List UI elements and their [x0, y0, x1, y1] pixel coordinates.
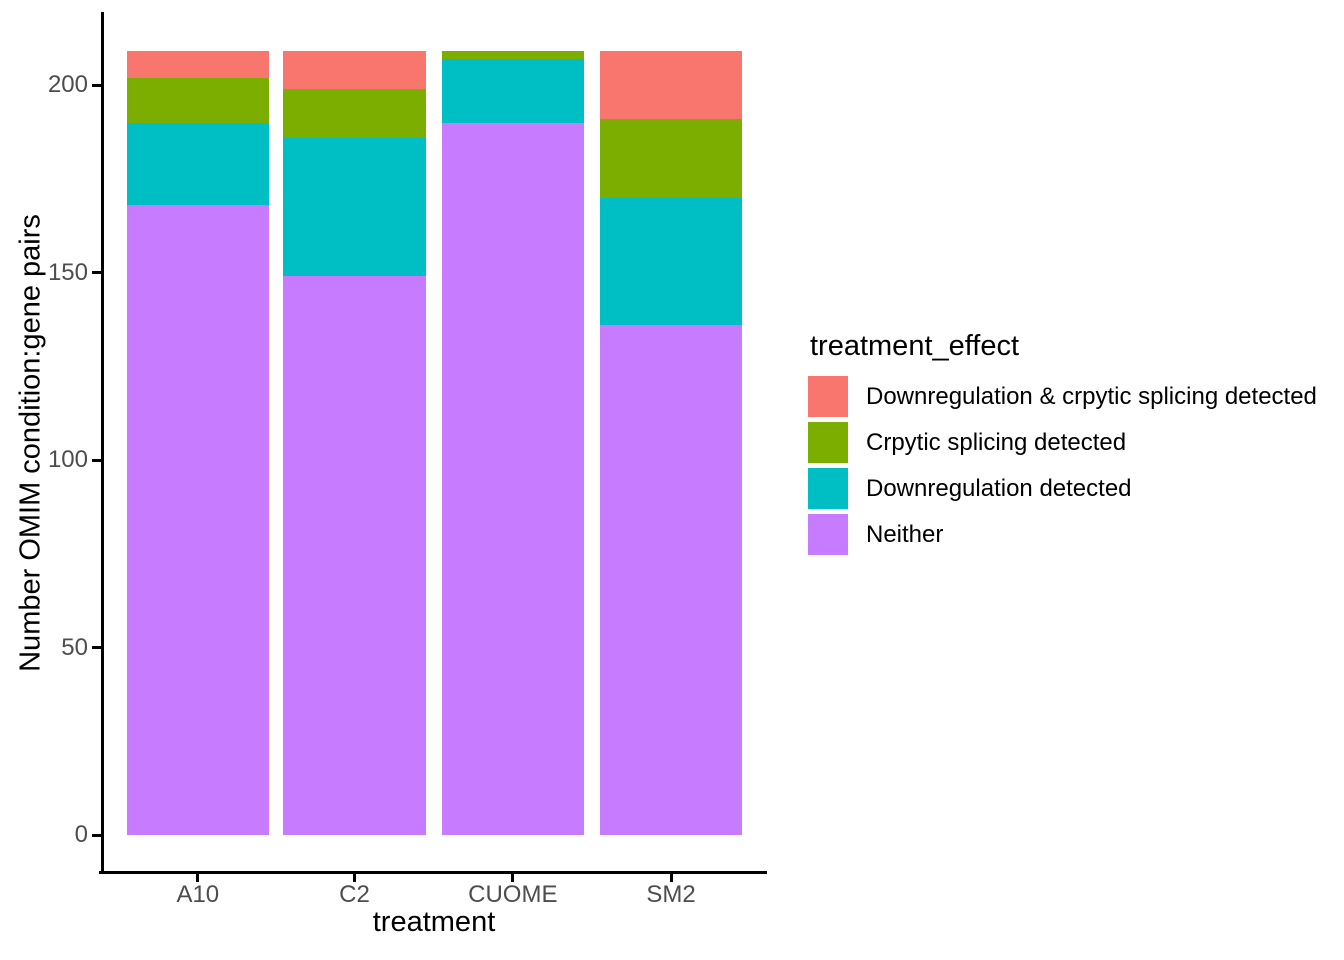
legend: treatment_effect Downregulation & crpyti…: [808, 330, 1317, 560]
bar-segment-C2-crpytic-splicing-detected: [283, 88, 426, 138]
y-tick-label-200: 200: [47, 71, 88, 98]
bar-segment-SM2-downregulation-crpytic-splicing-detected: [599, 51, 743, 119]
bar-segment-CUOME-neither: [441, 122, 584, 835]
legend-item: Downregulation & crpytic splicing detect…: [808, 376, 1317, 417]
legend-items: Downregulation & crpytic splicing detect…: [808, 376, 1317, 555]
x-tick-mark-A10: [196, 874, 200, 882]
legend-item: Crpytic splicing detected: [808, 422, 1317, 463]
legend-label: Crpytic splicing detected: [866, 428, 1127, 456]
legend-title: treatment_effect: [810, 330, 1020, 362]
y-tick-label-100: 100: [47, 446, 88, 473]
bar-segment-SM2-neither: [599, 325, 743, 835]
x-tick-mark-CUOME: [511, 874, 515, 882]
y-tick-label-50: 50: [61, 633, 88, 661]
bar-segment-SM2-downregulation-detected: [599, 197, 743, 325]
bar-segment-CUOME-crpytic-splicing-detected: [441, 51, 584, 59]
bar-segment-A10-neither: [126, 205, 269, 835]
y-tick-mark-50: [92, 646, 102, 649]
bar-segment-C2-downregulation-crpytic-splicing-detected: [283, 51, 426, 89]
y-tick-label-0: 0: [74, 821, 88, 848]
y-tick-mark-200: [92, 83, 102, 87]
legend-key-swatch: [808, 468, 848, 509]
y-axis-line: [101, 12, 104, 874]
y-tick-label-150: 150: [47, 258, 88, 286]
bar-segment-CUOME-downregulation-detected: [441, 58, 584, 123]
legend-key-swatch: [808, 376, 848, 417]
legend-item: Neither: [808, 514, 1317, 555]
x-tick-mark-C2: [353, 874, 356, 882]
legend-key-swatch: [808, 422, 848, 463]
legend-label: Neither: [866, 520, 944, 548]
bar-segment-A10-crpytic-splicing-detected: [126, 77, 269, 123]
legend-label: Downregulation detected: [866, 474, 1132, 502]
x-tick-label-C2: C2: [339, 881, 370, 908]
x-tick-label-SM2: SM2: [646, 881, 696, 908]
bar-segment-A10-downregulation-crpytic-splicing-detected: [126, 51, 269, 78]
x-axis-line: [99, 871, 767, 874]
x-axis-title: treatment: [372, 906, 496, 938]
bar-segment-C2-neither: [283, 276, 426, 835]
y-tick-mark-100: [92, 458, 102, 462]
x-tick-label-CUOME: CUOME: [468, 881, 558, 908]
legend-item: Downregulation detected: [808, 468, 1317, 509]
bar-segment-C2-downregulation-detected: [283, 137, 426, 277]
y-tick-mark-150: [92, 271, 102, 274]
bar-segment-SM2-crpytic-splicing-detected: [599, 118, 743, 198]
legend-key-swatch: [808, 514, 848, 555]
bar-segment-A10-downregulation-detected: [126, 122, 269, 205]
x-tick-mark-SM2: [669, 874, 673, 882]
x-tick-label-A10: A10: [176, 881, 220, 908]
y-tick-mark-0: [92, 833, 102, 837]
legend-label: Downregulation & crpytic splicing detect…: [866, 382, 1317, 410]
